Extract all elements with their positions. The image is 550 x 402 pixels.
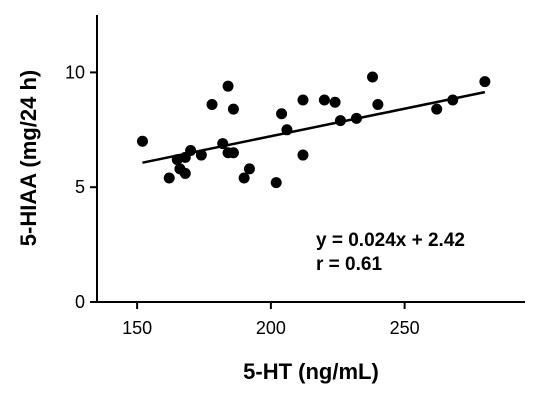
- regression-equation: y = 0.024x + 2.42: [316, 230, 465, 251]
- y-axis-label: 5-HIAA (mg/24 h): [16, 70, 41, 246]
- data-point: [227, 103, 239, 115]
- data-point: [318, 94, 330, 106]
- data-point: [367, 71, 379, 83]
- data-point: [227, 147, 239, 159]
- data-point: [329, 96, 341, 108]
- y-tick-label: 0: [75, 292, 85, 312]
- data-point: [334, 115, 346, 127]
- data-point: [206, 99, 218, 111]
- data-point: [281, 124, 293, 136]
- data-point: [243, 163, 255, 175]
- data-point: [479, 76, 491, 88]
- y-tick-label: 5: [75, 177, 85, 197]
- data-points: [136, 71, 491, 189]
- data-point: [270, 177, 282, 189]
- x-axis-label: 5-HT (ng/mL): [243, 359, 379, 384]
- correlation-coefficient: r = 0.61: [316, 254, 382, 275]
- data-point: [297, 149, 309, 161]
- data-point: [217, 138, 229, 150]
- axes: [96, 15, 525, 303]
- data-point: [163, 172, 175, 184]
- data-point: [222, 80, 234, 92]
- data-point: [179, 167, 191, 179]
- ticks: 150 200 250 0 5 10: [65, 62, 420, 338]
- data-point: [238, 172, 250, 184]
- x-tick-label: 200: [256, 318, 286, 338]
- x-tick-label: 250: [390, 318, 420, 338]
- data-point: [447, 94, 459, 106]
- data-point: [297, 94, 309, 106]
- data-point: [350, 112, 362, 124]
- data-point: [431, 103, 443, 115]
- data-point: [195, 149, 207, 161]
- data-point: [185, 144, 197, 156]
- x-tick-label: 150: [122, 318, 152, 338]
- y-tick-label: 10: [65, 62, 85, 82]
- data-point: [136, 135, 148, 147]
- data-point: [372, 99, 384, 111]
- data-point: [276, 108, 288, 120]
